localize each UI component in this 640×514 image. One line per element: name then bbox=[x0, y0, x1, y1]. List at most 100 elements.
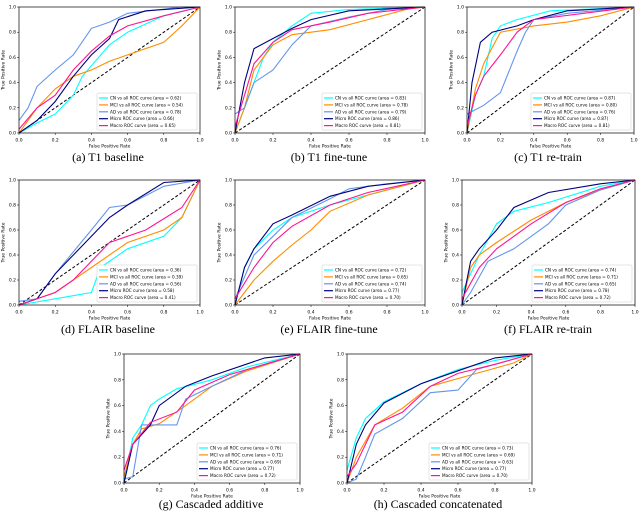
y-tick-label: 0.8 bbox=[114, 377, 121, 383]
legend: CN vs all ROC curve (area = 0.76)MCI vs … bbox=[196, 442, 298, 481]
x-tick-label: 0.4 bbox=[307, 310, 314, 316]
x-tick-label: 0.6 bbox=[124, 310, 131, 316]
x-tick-label: 0.4 bbox=[88, 310, 95, 316]
y-tick-label: 0.4 bbox=[114, 429, 121, 435]
y-tick-label: 0.4 bbox=[9, 253, 16, 259]
legend-label-macro: Macro ROC curve (area = 0.70) bbox=[442, 473, 508, 478]
y-tick-label: 0.4 bbox=[457, 80, 464, 86]
y-tick-label: 1.0 bbox=[114, 352, 121, 358]
legend-label-mci: MCI vs all ROC curve (area = 0.71) bbox=[545, 274, 618, 279]
x-tick-label: 0.2 bbox=[380, 488, 387, 494]
roc-curve-macro bbox=[18, 6, 201, 130]
legend-label-mci: MCI vs all ROC curve (area = 0.78) bbox=[335, 102, 408, 107]
roc-curve-macro bbox=[461, 179, 636, 300]
y-tick-label: 0.0 bbox=[457, 131, 464, 137]
legend-label-micro: Micro ROC curve (area = 0.66) bbox=[110, 116, 175, 121]
roc-curve-ad bbox=[346, 353, 533, 484]
x-tick-label: 1.0 bbox=[630, 138, 637, 144]
y-tick-label: 0.0 bbox=[225, 303, 232, 309]
x-tick-label: 0.6 bbox=[564, 138, 571, 144]
legend-box bbox=[96, 92, 198, 131]
legend-label-macro: Macro ROC curve (area = 0.65) bbox=[110, 123, 176, 128]
x-tick-label: 0.4 bbox=[88, 138, 95, 144]
roc-panel-a: 0.00.0 0.2 0.2 0.4 0.4 0.6 0.6 0.8 0.8 1.0 1.0 Fals… bbox=[1, 5, 204, 165]
roc-panel-h: 0.00.0 0.2 0.2 0.4 0.4 0.6 0.6 0.8 0.8 1.0 1.0 Fals… bbox=[329, 352, 536, 512]
legend: CN vs all ROC curve (area = 0.87)MCI vs … bbox=[530, 92, 632, 131]
roc-curve-macro bbox=[346, 353, 533, 477]
y-tick-label: 0.4 bbox=[452, 253, 459, 259]
x-tick-label: 0.2 bbox=[269, 310, 276, 316]
x-tick-label: 0.0 bbox=[15, 310, 22, 316]
x-axis-label: False Positive Rate bbox=[528, 316, 570, 322]
panel-caption: (c) T1 re-train bbox=[514, 150, 582, 164]
chance-diagonal bbox=[18, 6, 201, 134]
x-tick-label: 0.0 bbox=[463, 138, 470, 144]
plot-frame bbox=[461, 179, 636, 306]
x-tick-label: 1.0 bbox=[296, 488, 303, 494]
y-tick-label: 0.2 bbox=[114, 455, 121, 461]
legend-label-ad: AD vs all ROC curve (area = 0.76) bbox=[544, 109, 616, 114]
y-tick-label: 0.2 bbox=[225, 278, 232, 284]
roc-curve-micro bbox=[234, 179, 426, 306]
roc-panel-g: 0.00.0 0.2 0.2 0.4 0.4 0.6 0.6 0.8 0.8 1.0 1.0 Fals… bbox=[106, 352, 304, 512]
panel-caption: (g) Cascaded additive bbox=[159, 497, 264, 511]
y-tick-label: 0.2 bbox=[225, 105, 232, 111]
legend-label-cn: CN vs all ROC curve (area = 0.72) bbox=[335, 268, 407, 273]
x-tick-label: 0.6 bbox=[226, 488, 233, 494]
x-tick-label: 1.0 bbox=[196, 310, 203, 316]
legend-label-cn: CN vs all ROC curve (area = 0.87) bbox=[544, 96, 616, 101]
chance-diagonal bbox=[18, 179, 201, 306]
y-tick-label: 0.0 bbox=[225, 131, 232, 137]
y-tick-label: 1.0 bbox=[9, 5, 16, 11]
y-tick-label: 0.4 bbox=[9, 80, 16, 86]
y-tick-label: 0.8 bbox=[452, 203, 459, 209]
roc-panel-d: 0.00.0 0.2 0.2 0.4 0.4 0.6 0.6 0.8 0.8 1.0 1.0 Fals… bbox=[1, 178, 204, 337]
roc-curve-mci bbox=[346, 353, 533, 484]
legend: CN vs all ROC curve (area = 0.74)MCI vs … bbox=[531, 264, 633, 303]
x-axis-label: False Positive Rate bbox=[89, 316, 131, 322]
legend-label-ad: AD vs all ROC curve (area = 0.74) bbox=[335, 281, 407, 286]
y-tick-label: 1.0 bbox=[225, 178, 232, 184]
roc-curve-micro bbox=[346, 353, 533, 484]
legend-label-micro: Micro ROC curve (area = 0.77) bbox=[335, 288, 400, 293]
x-tick-label: 0.6 bbox=[562, 310, 569, 316]
x-tick-label: 0.0 bbox=[15, 138, 22, 144]
y-tick-label: 1.0 bbox=[9, 178, 16, 184]
legend-label-mci: MCI vs all ROC curve (area = 0.54) bbox=[110, 102, 183, 107]
x-tick-label: 0.6 bbox=[124, 138, 131, 144]
panel-caption: (d) FLAIR baseline bbox=[61, 322, 155, 336]
roc-curve-cn bbox=[18, 6, 201, 134]
roc-curve-macro bbox=[466, 6, 635, 127]
y-tick-label: 0.0 bbox=[452, 303, 459, 309]
roc-curve-micro bbox=[234, 6, 426, 134]
roc-curve-ad bbox=[461, 179, 636, 306]
x-tick-label: 0.0 bbox=[231, 138, 238, 144]
roc-curve-mci bbox=[234, 6, 426, 134]
legend-label-macro: Macro ROC curve (area = 0.81) bbox=[335, 123, 401, 128]
chance-diagonal bbox=[234, 6, 426, 134]
roc-curve-micro bbox=[461, 179, 636, 306]
legend-label-ad: AD vs all ROC curve (area = 0.63) bbox=[442, 459, 514, 464]
x-tick-label: 0.8 bbox=[383, 138, 390, 144]
legend-label-ad: AD vs all ROC curve (area = 0.78) bbox=[110, 109, 182, 114]
x-axis-label: False Positive Rate bbox=[309, 144, 351, 150]
legend-label-cn: CN vs all ROC curve (area = 0.76) bbox=[210, 446, 282, 451]
roc-curve-mci bbox=[466, 6, 635, 134]
legend-label-mci: MCI vs all ROC curve (area = 0.69) bbox=[442, 452, 515, 457]
roc-curve-ad bbox=[234, 6, 426, 115]
x-tick-label: 0.8 bbox=[383, 310, 390, 316]
x-tick-label: 0.2 bbox=[52, 310, 59, 316]
legend-label-micro: Micro ROC curve (area = 0.77) bbox=[442, 466, 507, 471]
legend-label-ad: AD vs all ROC curve (area = 0.56) bbox=[110, 281, 182, 286]
roc-curve-macro bbox=[18, 179, 201, 306]
legend-box bbox=[321, 264, 423, 303]
x-tick-label: 1.0 bbox=[421, 310, 428, 316]
legend-label-micro: Micro ROC curve (area = 0.58) bbox=[110, 288, 175, 293]
legend-label-ad: AD vs all ROC curve (area = 0.69) bbox=[210, 459, 282, 464]
legend-box bbox=[96, 264, 198, 303]
legend: CN vs all ROC curve (area = 0.62)MCI vs … bbox=[96, 92, 198, 131]
y-axis-label: True Positive Rate bbox=[1, 222, 7, 263]
roc-panel-b: 0.00.0 0.2 0.2 0.4 0.4 0.6 0.6 0.8 0.8 1.0 1.0 Fals… bbox=[217, 5, 429, 165]
x-tick-label: 0.8 bbox=[261, 488, 268, 494]
